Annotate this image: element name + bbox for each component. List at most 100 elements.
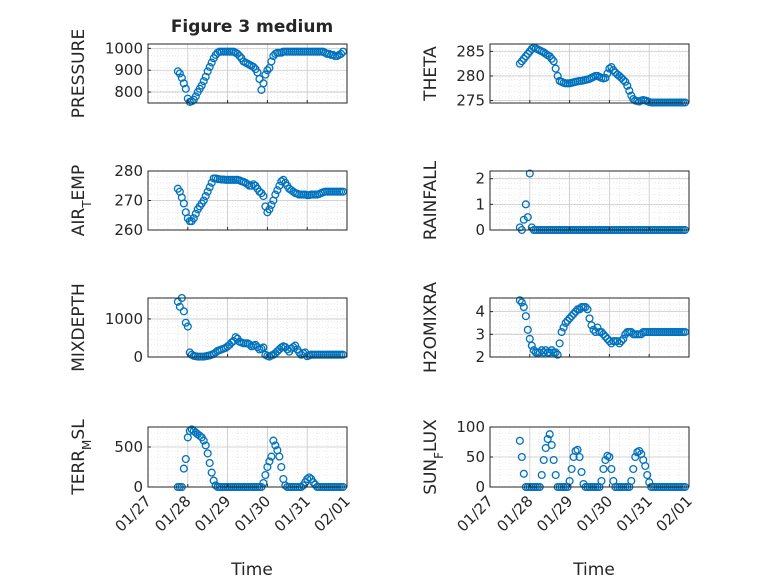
figure-title: Figure 3 medium bbox=[171, 17, 333, 37]
data-point bbox=[267, 452, 276, 461]
data-point bbox=[233, 49, 242, 58]
data-point bbox=[575, 452, 584, 462]
axes-box bbox=[489, 170, 690, 231]
y-axis-label: H2OMIXRA bbox=[421, 282, 441, 373]
data-point bbox=[209, 476, 218, 485]
data-point bbox=[181, 84, 190, 93]
data-point bbox=[605, 337, 614, 346]
data-point bbox=[338, 350, 348, 359]
data-point bbox=[547, 346, 556, 355]
data-point bbox=[593, 323, 602, 332]
data-point bbox=[197, 81, 206, 90]
data-point bbox=[515, 436, 524, 445]
data-point bbox=[273, 186, 282, 195]
data-point bbox=[175, 302, 184, 311]
y-tick-label: 0 bbox=[475, 478, 485, 496]
data-point bbox=[201, 441, 210, 450]
x-tick-label: 01/29 bbox=[533, 492, 576, 535]
data-point bbox=[553, 350, 562, 359]
data-point bbox=[243, 180, 252, 189]
data-point bbox=[641, 461, 650, 471]
data-point bbox=[515, 296, 524, 305]
x-axis-label-left: Time bbox=[230, 560, 273, 580]
data-point bbox=[603, 69, 612, 78]
y-axis-label-subscript: F bbox=[432, 452, 446, 459]
data-point bbox=[245, 340, 254, 349]
x-tick-label: 01/30 bbox=[573, 492, 616, 535]
data-point bbox=[549, 455, 558, 465]
data-point bbox=[601, 73, 610, 82]
x-tick-label: 01/28 bbox=[151, 492, 194, 535]
y-tick-label: 270 bbox=[114, 192, 143, 210]
data-point bbox=[277, 462, 286, 472]
data-point bbox=[523, 49, 532, 58]
y-axis-label-rest: SL bbox=[69, 419, 89, 440]
data-point bbox=[561, 318, 570, 328]
data-point bbox=[581, 303, 590, 312]
data-point bbox=[255, 74, 264, 84]
data-point bbox=[295, 348, 304, 357]
data-point bbox=[235, 51, 244, 61]
y-axis-label-rest: LUX bbox=[421, 419, 441, 452]
data-point bbox=[263, 66, 272, 75]
data-point bbox=[277, 177, 286, 186]
data-point bbox=[199, 196, 208, 205]
data-point bbox=[551, 64, 560, 73]
data-point bbox=[521, 312, 530, 321]
data-point bbox=[229, 336, 238, 346]
data-point bbox=[599, 330, 608, 339]
data-point bbox=[605, 452, 614, 462]
data-point bbox=[251, 340, 260, 349]
data-point bbox=[201, 72, 210, 81]
data-point bbox=[539, 348, 548, 357]
data-point bbox=[309, 478, 318, 487]
data-point bbox=[195, 431, 204, 440]
x-tick-label: 01/30 bbox=[231, 492, 274, 535]
data-point bbox=[605, 64, 614, 73]
subplot-2: 275 280 285 THETA bbox=[421, 42, 690, 110]
data-point bbox=[521, 200, 530, 209]
data-point bbox=[601, 332, 610, 341]
data-point bbox=[201, 192, 210, 201]
data-point bbox=[541, 346, 550, 355]
data-point bbox=[629, 464, 638, 474]
data-point bbox=[207, 58, 216, 67]
data-point bbox=[565, 314, 574, 323]
data-point bbox=[203, 449, 212, 458]
data-point bbox=[259, 79, 268, 88]
x-tick-label: 02/01 bbox=[311, 492, 354, 535]
y-tick-label: 260 bbox=[114, 221, 143, 239]
data-point bbox=[269, 436, 278, 445]
x-axis-label-right: Time bbox=[572, 560, 615, 580]
y-tick-label: 0 bbox=[475, 221, 485, 239]
data-point bbox=[571, 307, 580, 316]
data-point bbox=[183, 322, 192, 331]
data-point bbox=[338, 47, 348, 56]
y-axis-label: SUNFLUX bbox=[421, 419, 446, 495]
data-point bbox=[179, 464, 188, 473]
data-point bbox=[563, 316, 572, 325]
data-point bbox=[609, 66, 618, 75]
data-point bbox=[179, 199, 188, 208]
data-point bbox=[543, 434, 552, 444]
data-point bbox=[265, 457, 274, 466]
y-axis-label-subscript: T bbox=[80, 200, 94, 209]
data-point bbox=[175, 69, 184, 78]
data-point bbox=[207, 468, 216, 477]
data-point bbox=[305, 473, 314, 482]
data-point bbox=[527, 341, 536, 350]
x-tick-label: 01/31 bbox=[271, 492, 314, 535]
data-point bbox=[181, 454, 190, 464]
subplot-5: 0 1000 MIXDEPTH bbox=[69, 283, 348, 372]
data-point bbox=[205, 458, 214, 468]
y-tick-label: 275 bbox=[456, 92, 485, 110]
y-tick-label: 1000 bbox=[105, 310, 143, 328]
data-point bbox=[619, 75, 628, 84]
data-point bbox=[261, 470, 270, 480]
y-axis-label: TERRMSL bbox=[69, 419, 94, 496]
data-point bbox=[527, 44, 536, 53]
y-tick-label: 280 bbox=[114, 162, 143, 180]
data-point bbox=[553, 71, 562, 81]
data-point bbox=[621, 77, 630, 86]
